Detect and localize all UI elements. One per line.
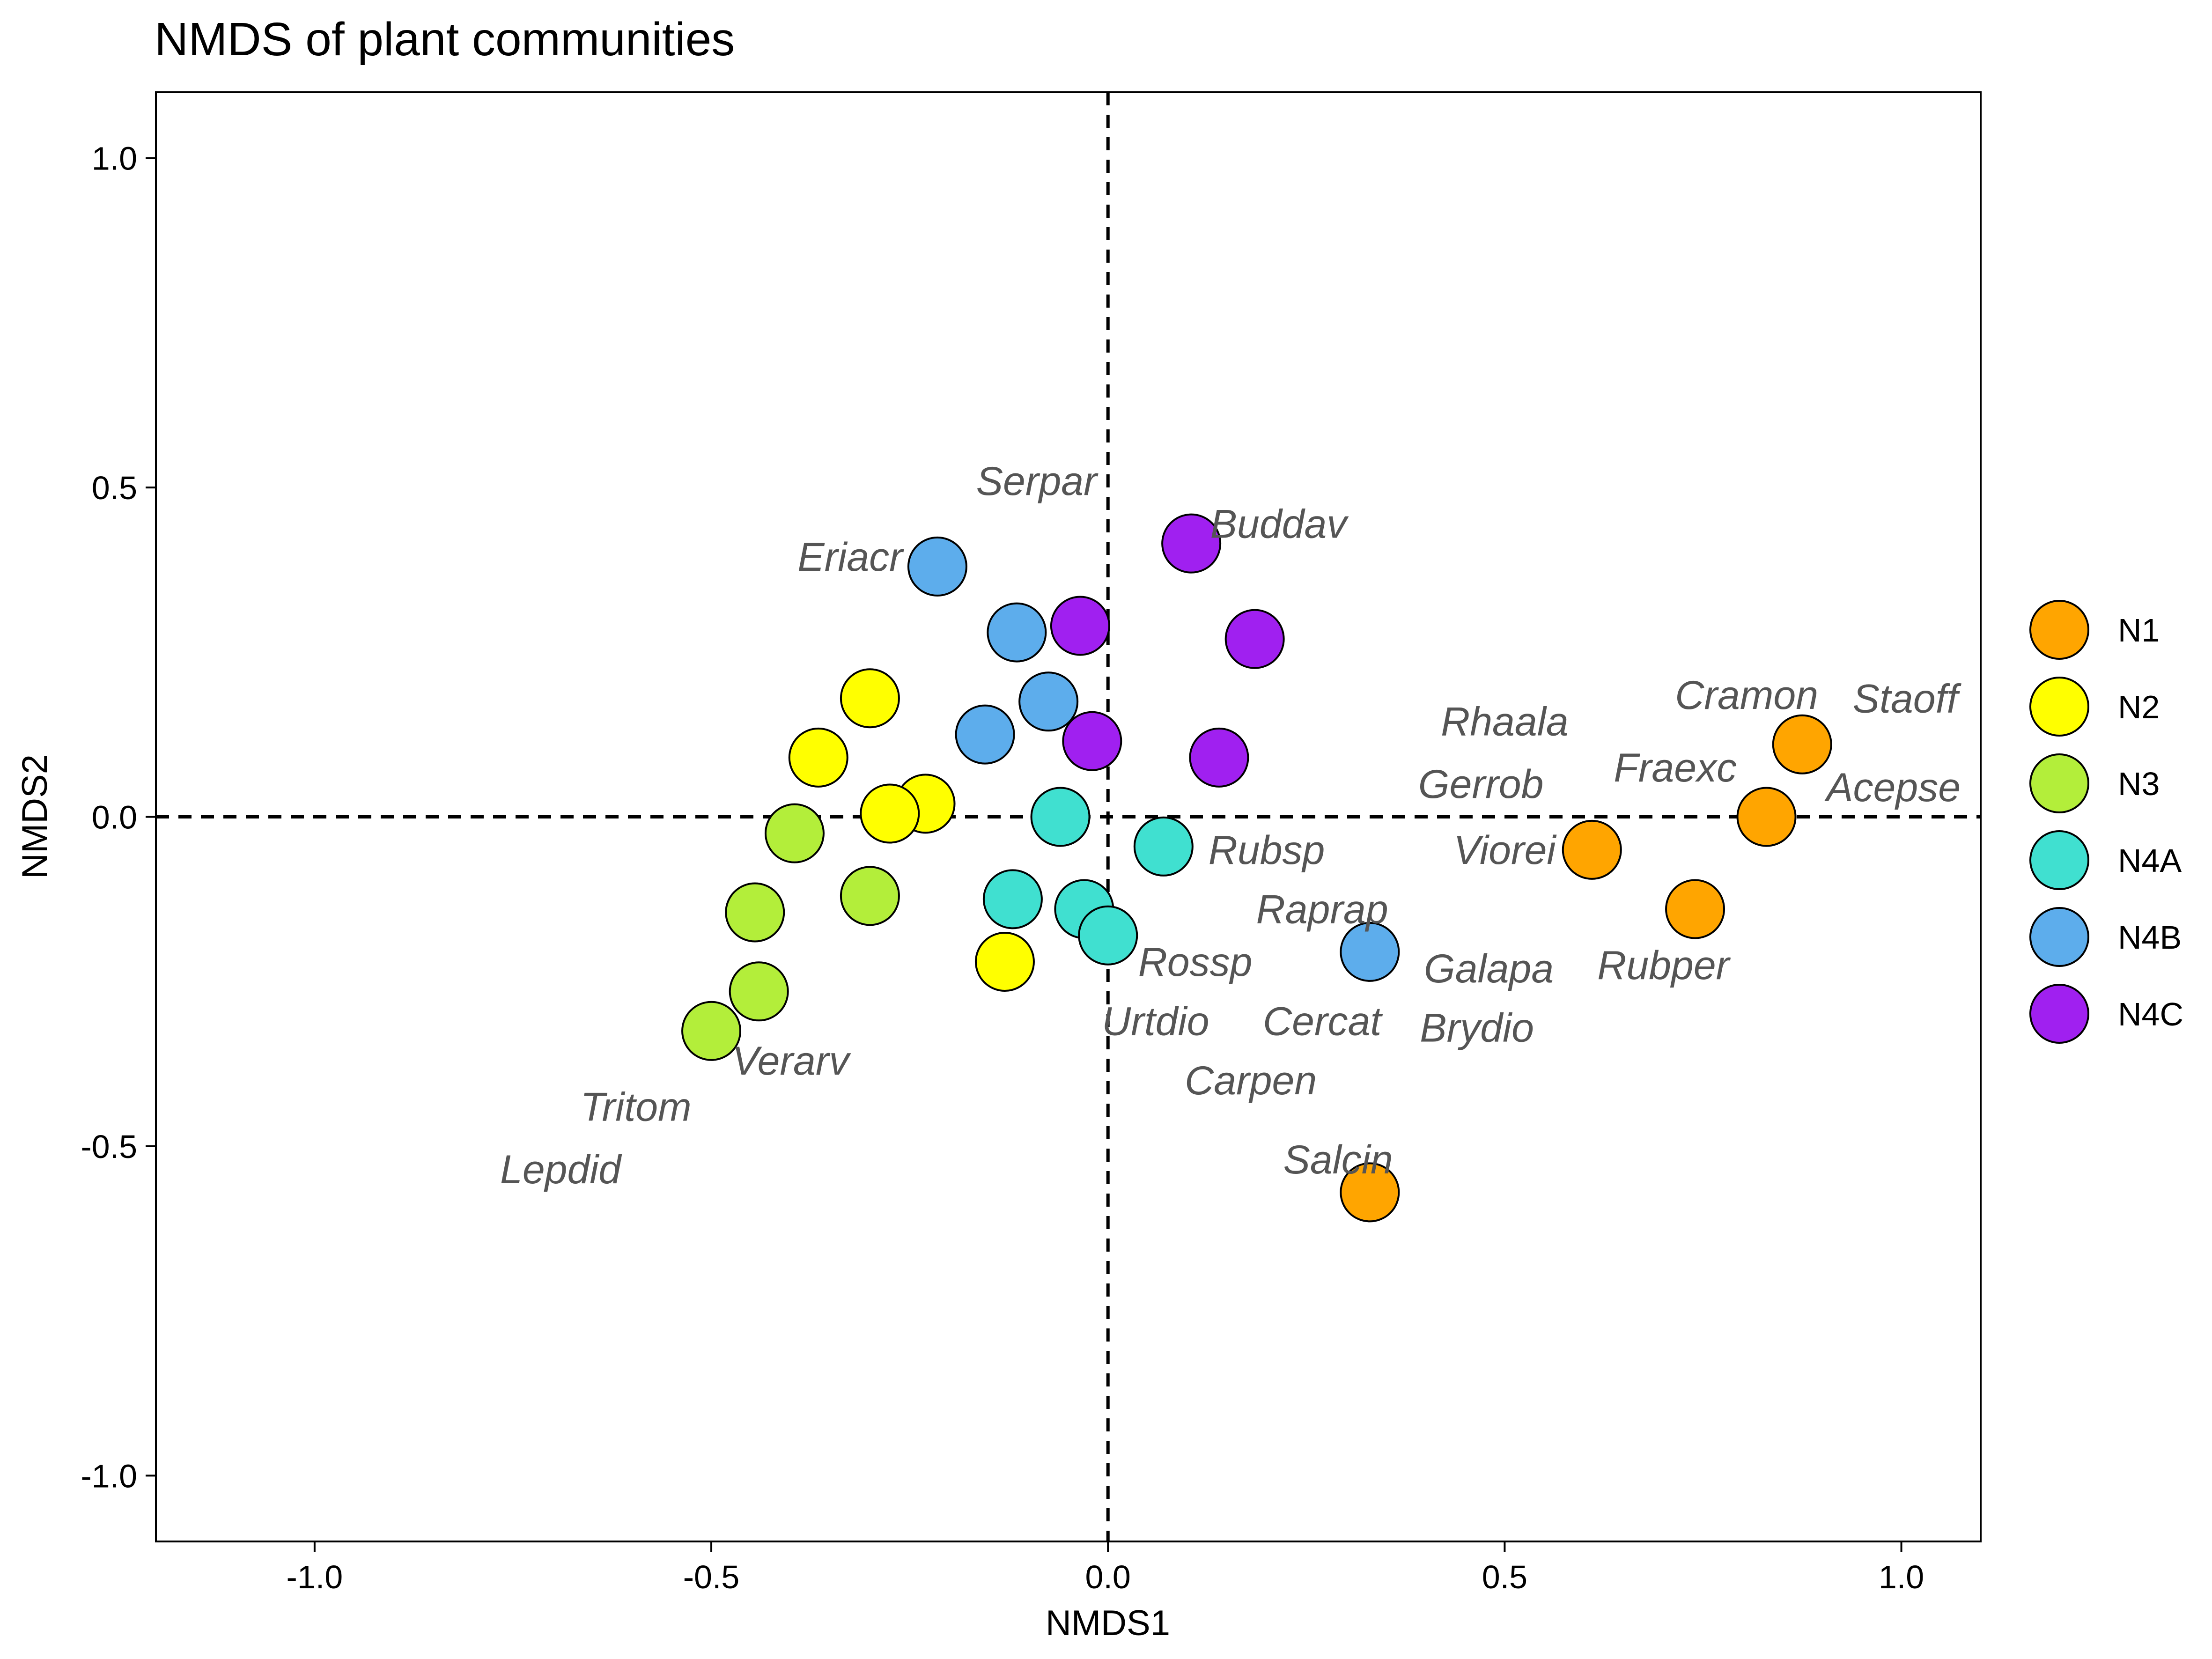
species-label: Tritom xyxy=(580,1085,691,1130)
point-n3 xyxy=(681,1001,742,1061)
point-n4b xyxy=(955,704,1015,765)
point-n4c xyxy=(1189,727,1249,788)
legend-label: N4A xyxy=(2118,842,2182,879)
point-n4b xyxy=(907,536,967,597)
point-n2 xyxy=(840,668,900,729)
point-n3 xyxy=(840,866,900,926)
point-n4c xyxy=(1161,513,1222,574)
point-n4c xyxy=(1224,609,1285,669)
point-n2 xyxy=(974,932,1035,992)
species-label: Rubsp xyxy=(1209,828,1325,873)
point-n3 xyxy=(764,803,825,863)
legend-key-n4b xyxy=(2029,907,2089,967)
x-tick-label: 0.5 xyxy=(1482,1559,1527,1595)
x-tick-label: -0.5 xyxy=(683,1559,740,1595)
legend-key-n4c xyxy=(2029,984,2089,1044)
x-axis: -1.0 -0.5 0.0 0.5 1.0 xyxy=(287,1541,1924,1595)
point-n4b xyxy=(1340,922,1400,982)
x-tick-label: -1.0 xyxy=(287,1559,343,1595)
species-label: Acepse xyxy=(1824,765,1961,810)
legend-key-n4a xyxy=(2029,830,2089,890)
species-label: Salcin xyxy=(1283,1137,1393,1182)
point-n4b xyxy=(987,602,1047,663)
point-n3 xyxy=(725,882,785,943)
point-n4a xyxy=(1078,905,1138,966)
reference-lines xyxy=(156,92,1981,1541)
species-label: Cramon xyxy=(1675,673,1818,718)
y-tick-label: 1.0 xyxy=(92,140,137,177)
legend-key-n2 xyxy=(2029,677,2089,737)
species-label: Cercat xyxy=(1263,999,1383,1044)
species-label: Rhaala xyxy=(1441,700,1569,745)
species-labels: Serpar Buddav Eriacr Cramon Staoff Rhaala Frae… xyxy=(500,459,1962,1192)
y-tick-label: -1.0 xyxy=(81,1458,137,1494)
species-label: Gerrob xyxy=(1418,762,1544,807)
point-n2 xyxy=(860,783,920,844)
species-label: Lepdid xyxy=(500,1147,622,1192)
point-n1 xyxy=(1340,1162,1400,1223)
legend-label: N2 xyxy=(2118,689,2160,725)
species-label: Staoff xyxy=(1853,676,1962,721)
legend-key-n1 xyxy=(2029,600,2089,660)
point-n4a xyxy=(982,869,1043,929)
legend-key-n3 xyxy=(2029,753,2089,813)
y-tick-label: -0.5 xyxy=(81,1128,137,1165)
data-points xyxy=(681,513,1832,1223)
point-n1 xyxy=(1772,714,1832,774)
legend-label: N3 xyxy=(2118,766,2160,802)
species-label: Raprap xyxy=(1256,887,1388,932)
point-n4c xyxy=(1062,711,1122,771)
y-axis: 1.0 0.5 0.0 -0.5 -1.0 xyxy=(81,140,156,1494)
legend-label: N4C xyxy=(2118,996,2183,1032)
species-label: Carpen xyxy=(1185,1058,1317,1103)
legend-label: N4B xyxy=(2118,919,2182,956)
legend-label: N1 xyxy=(2118,612,2160,649)
legend: N1 N2 N3 N4A N4B N4C xyxy=(2029,600,2183,1044)
species-label: Urtdio xyxy=(1102,999,1209,1044)
y-tick-label: 0.0 xyxy=(92,799,137,836)
point-n4a xyxy=(1133,816,1194,877)
species-label: Serpar xyxy=(976,459,1099,504)
species-label: Verarv xyxy=(732,1039,851,1084)
species-label: Rubper xyxy=(1597,943,1731,988)
y-tick-label: 0.5 xyxy=(92,470,137,506)
point-n4a xyxy=(1030,787,1091,847)
point-n1 xyxy=(1736,787,1797,847)
x-tick-label: 1.0 xyxy=(1879,1559,1924,1595)
y-axis-title: NMDS2 xyxy=(15,754,55,879)
species-label: Rossp xyxy=(1138,940,1253,985)
x-tick-label: 0.0 xyxy=(1085,1559,1131,1595)
point-n3 xyxy=(729,961,789,1022)
chart-title: NMDS of plant communities xyxy=(155,13,735,66)
point-n2 xyxy=(788,727,848,788)
species-label: Brydio xyxy=(1420,1006,1534,1051)
point-n1 xyxy=(1665,879,1725,939)
species-label: Galapa xyxy=(1424,946,1554,991)
species-label: Fraexc xyxy=(1614,745,1737,790)
species-label: Buddav xyxy=(1210,501,1349,546)
species-label: Viorei xyxy=(1453,828,1557,873)
point-n4c xyxy=(1050,596,1110,656)
point-n4b xyxy=(1018,671,1079,732)
point-n1 xyxy=(1562,819,1622,880)
species-label: Eriacr xyxy=(797,535,904,580)
x-axis-title: NMDS1 xyxy=(1046,1603,1170,1643)
